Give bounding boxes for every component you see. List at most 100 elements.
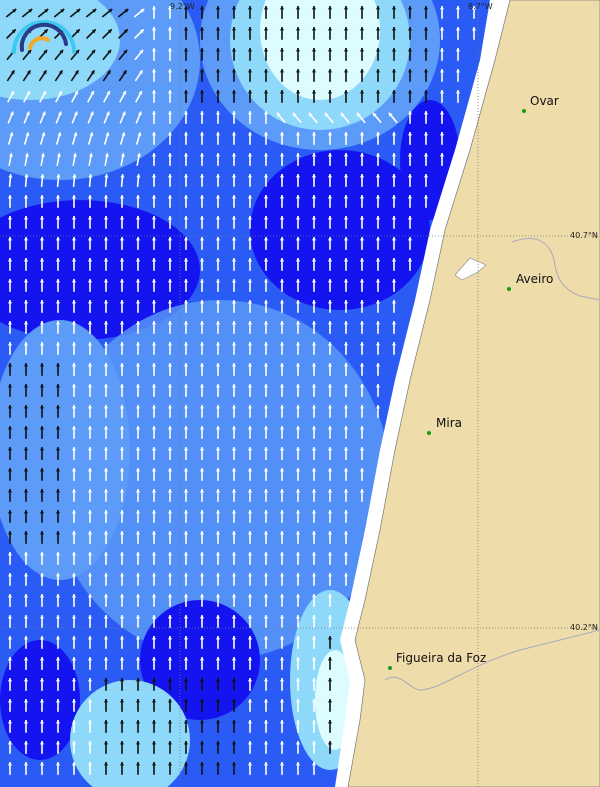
wave-arrow-head: [55, 258, 61, 262]
wave-arrow-head: [311, 300, 317, 304]
place-figueira-da-foz[interactable]: Figueira da Foz: [396, 651, 487, 665]
wave-arrow-head: [183, 699, 189, 703]
wave-arrow-head: [343, 6, 349, 10]
wave-arrow-head: [105, 111, 110, 116]
wave-arrow-head: [167, 426, 173, 430]
wave-arrow-head: [263, 321, 269, 325]
wave-arrow-head: [23, 216, 29, 220]
wave-arrow-head: [7, 384, 13, 388]
wave-arrow-head: [135, 258, 141, 262]
wave-arrow-head: [391, 237, 397, 241]
wave-arrow-head: [247, 720, 253, 724]
wave-arrow-head: [183, 153, 189, 157]
wave-arrow-head: [106, 90, 110, 95]
wave-arrow-head: [295, 258, 301, 262]
wave-arrow-head: [295, 552, 301, 556]
wave-arrow-head: [199, 342, 205, 346]
wave-arrow-head: [215, 321, 221, 325]
wave-arrow-head: [87, 636, 93, 640]
wave-arrow-head: [119, 489, 125, 493]
wave-arrow-head: [311, 762, 317, 766]
wave-arrow-head: [135, 699, 141, 703]
wave-arrow-head: [71, 489, 77, 493]
wave-arrow-head: [359, 468, 365, 472]
wave-arrow-head: [295, 132, 301, 136]
wave-arrow-head: [103, 657, 109, 661]
wave-arrow-head: [55, 405, 61, 409]
wave-arrow-head: [7, 447, 13, 451]
wave-arrow-head: [135, 342, 141, 346]
wave-arrow-head: [295, 27, 301, 31]
wave-arrow-head: [23, 321, 29, 325]
wave-arrow-head: [121, 111, 126, 116]
wave-logo-icon: [12, 20, 76, 54]
wave-arrow-head: [279, 552, 285, 556]
wave-arrow-head: [167, 720, 173, 724]
aveiro-lagoon: [454, 257, 487, 281]
wave-arrow-head: [199, 510, 205, 514]
wave-arrow-head: [199, 48, 205, 52]
wave-arrow-head: [103, 594, 109, 598]
wave-arrow-head: [263, 489, 269, 493]
wave-arrow-head: [295, 153, 301, 157]
wave-arrow-head: [103, 741, 109, 745]
wave-arrow-head: [23, 426, 29, 430]
place-mira[interactable]: Mira: [436, 416, 462, 430]
wave-arrow-head: [23, 279, 29, 283]
wave-arrow-head: [87, 594, 93, 598]
wave-arrow-head: [151, 426, 157, 430]
wave-arrow-head: [151, 468, 157, 472]
wave-arrow-head: [55, 573, 61, 577]
wave-arrow-head: [391, 27, 397, 31]
wave-arrow-head: [327, 426, 333, 430]
wave-arrow-head: [71, 510, 77, 514]
wave-arrow-head: [39, 363, 45, 367]
wave-arrow-head: [183, 762, 189, 766]
wave-arrow-head: [183, 594, 189, 598]
wave-arrow-head: [139, 49, 144, 54]
wave-arrow-head: [375, 132, 381, 136]
wave-arrow-head: [119, 741, 125, 745]
wave-arrow-head: [103, 216, 109, 220]
wave-arrow-head: [135, 636, 141, 640]
wave-arrow-head: [167, 69, 173, 73]
wave-arrow-head: [7, 258, 13, 262]
wave-arrow-head: [215, 195, 221, 199]
wave-arrow-head: [407, 174, 413, 178]
wave-arrow-head: [295, 699, 301, 703]
wave-arrow-head: [7, 531, 13, 535]
wave-arrow-head: [23, 741, 29, 745]
place-marker: [427, 431, 431, 435]
wave-arrow-head: [71, 573, 77, 577]
wave-arrow-head: [24, 174, 29, 178]
wave-arrow-head: [439, 153, 445, 157]
wave-arrow-head: [247, 342, 253, 346]
wave-arrow-head: [407, 69, 413, 73]
wave-arrow-head: [151, 510, 157, 514]
wave-arrow-head: [215, 552, 221, 556]
wave-arrow-head: [263, 153, 269, 157]
wave-arrow-head: [263, 300, 269, 304]
wave-arrow-head: [247, 762, 253, 766]
wave-arrow-head: [87, 657, 93, 661]
wave-arrow-head: [55, 342, 61, 346]
wave-arrow-head: [375, 216, 381, 220]
wave-arrow-head: [215, 720, 221, 724]
wave-arrow-head: [231, 342, 237, 346]
wave-arrow-head: [167, 552, 173, 556]
wave-arrow-head: [55, 699, 61, 703]
wave-arrow-head: [71, 762, 77, 766]
wave-arrow-head: [39, 573, 45, 577]
wave-arrow-head: [231, 6, 237, 10]
wave-arrow-head: [183, 69, 189, 73]
wave-arrow-head: [167, 300, 173, 304]
place-ovar[interactable]: Ovar: [530, 94, 559, 108]
wave-arrow-head: [295, 573, 301, 577]
place-aveiro[interactable]: Aveiro: [516, 272, 554, 286]
wave-arrow-head: [215, 48, 221, 52]
wave-arrow-head: [183, 510, 189, 514]
wave-arrow-head: [167, 321, 173, 325]
wave-arrow-head: [199, 447, 205, 451]
wave-arrow-head: [215, 6, 221, 10]
